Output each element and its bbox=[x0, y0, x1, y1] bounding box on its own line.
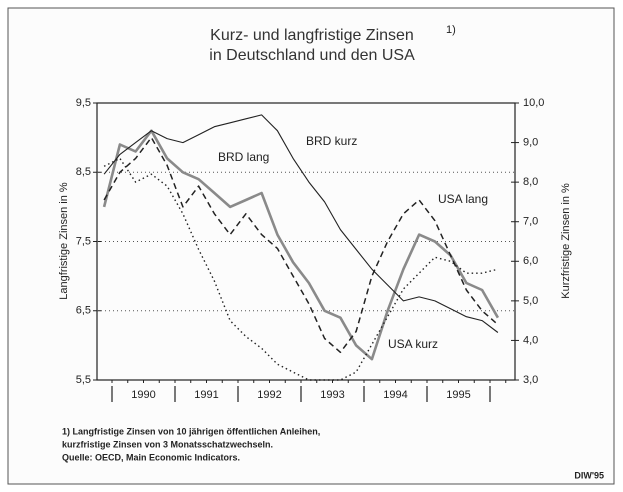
footnote: 1) Langfristige Zinsen von 10 jährigen ö… bbox=[62, 426, 320, 436]
series-label: BRD lang bbox=[218, 150, 269, 164]
chart-title: in Deutschland und den USA bbox=[209, 47, 415, 64]
frame bbox=[7, 7, 615, 485]
x-tick-label: 1994 bbox=[383, 389, 407, 401]
y-axis-title: Langfristige Zinsen in % bbox=[58, 182, 70, 300]
y2-tick-label: 7,0 bbox=[523, 216, 538, 228]
series-label: BRD kurz bbox=[306, 134, 357, 148]
footnote: kurzfristige Zinsen von 3 Monatsschatzwe… bbox=[62, 439, 273, 449]
y2-tick-label: 5,0 bbox=[523, 295, 538, 307]
y2-tick-label: 9,0 bbox=[523, 136, 538, 148]
y2-tick-label: 3,0 bbox=[523, 374, 538, 386]
y2-tick-label: 8,0 bbox=[523, 176, 538, 188]
x-tick-label: 1992 bbox=[257, 389, 281, 401]
x-tick-label: 1990 bbox=[131, 389, 155, 401]
x-tick-label: 1995 bbox=[446, 389, 470, 401]
x-tick-label: 1991 bbox=[194, 389, 218, 401]
y2-tick-label: 10,0 bbox=[523, 97, 544, 109]
series-line bbox=[102, 129, 500, 361]
y2-axis-title: Kurzfristige Zinsen in % bbox=[560, 183, 572, 299]
series-line bbox=[103, 157, 499, 381]
source: DIW'95 bbox=[574, 470, 604, 480]
series-line bbox=[103, 136, 499, 354]
footnote: Quelle: OECD, Main Economic Indicators. bbox=[62, 452, 240, 462]
y2-tick-label: 6,0 bbox=[523, 255, 538, 267]
x-tick-label: 1993 bbox=[320, 389, 344, 401]
y-tick-label: 9,5 bbox=[76, 97, 91, 109]
y-tick-label: 8,5 bbox=[76, 166, 91, 178]
y-tick-label: 7,5 bbox=[76, 235, 91, 247]
y-tick-label: 6,5 bbox=[76, 305, 91, 317]
title-note: 1) bbox=[446, 24, 456, 36]
chart-title: Kurz- und langfristige Zinsen bbox=[210, 27, 414, 44]
y-tick-label: 5,5 bbox=[76, 374, 91, 386]
series-label: USA lang bbox=[438, 192, 488, 206]
y2-tick-label: 4,0 bbox=[523, 334, 538, 346]
series-line bbox=[103, 114, 499, 333]
series-label: USA kurz bbox=[388, 337, 438, 351]
